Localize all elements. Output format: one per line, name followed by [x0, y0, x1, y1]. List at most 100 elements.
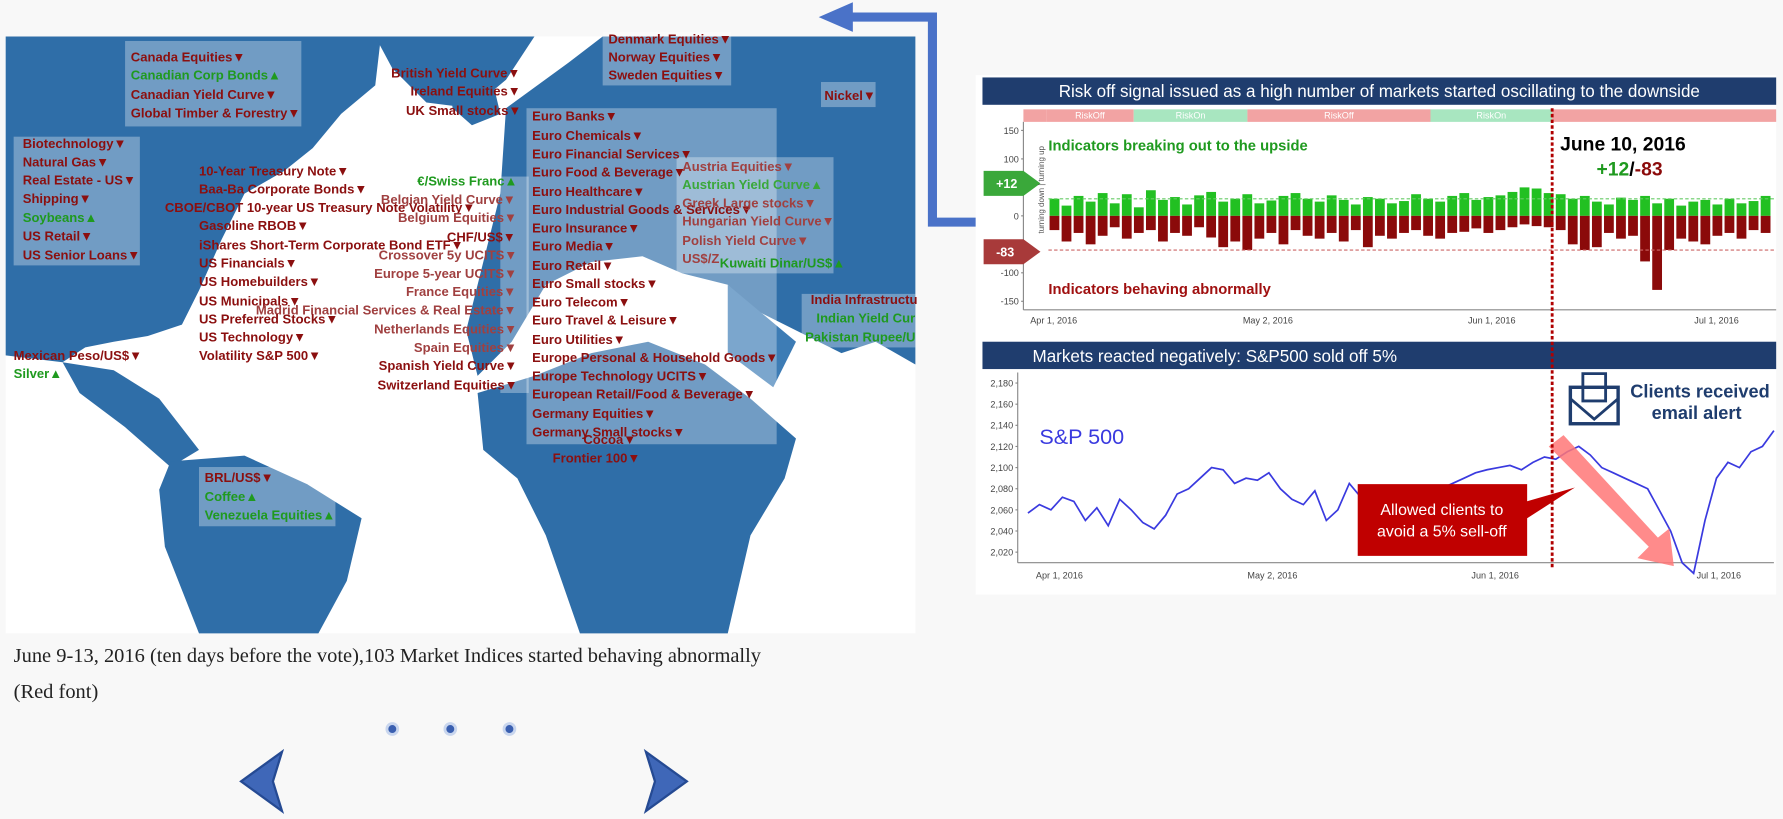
series-label: S&P 500	[1039, 424, 1124, 449]
chart-title: Markets reacted negatively: S&P500 sold …	[1033, 347, 1398, 366]
map-label: US Financials▼	[199, 256, 298, 271]
bar	[1555, 194, 1566, 216]
map-label: Sweden Equities▼	[608, 68, 725, 83]
alert-text: email alert	[1652, 403, 1742, 423]
map-label: Canadian Yield Curve▼	[131, 87, 278, 102]
map-label: Global Timber & Forestry▼	[131, 105, 301, 120]
map-label: US Preferred Stocks▼	[199, 311, 338, 326]
bar	[1579, 195, 1590, 216]
bar	[1182, 215, 1192, 236]
bar	[1375, 198, 1385, 216]
map-label: Pakistan Rupee/U	[805, 330, 915, 345]
alert-text: Clients received	[1630, 382, 1769, 402]
bar	[1085, 201, 1096, 216]
bar	[1447, 195, 1458, 216]
chart-header	[982, 77, 1777, 105]
bar	[1483, 215, 1494, 233]
regime-label: RiskOn	[1176, 110, 1206, 120]
map-label: US Municipals▼	[199, 293, 301, 308]
y-tick-label: 2,120	[990, 442, 1013, 452]
bar	[1411, 194, 1421, 216]
badge-label: +12	[996, 177, 1017, 191]
bar	[1399, 201, 1409, 216]
bar	[1254, 215, 1265, 239]
bar	[1591, 201, 1602, 216]
map-label: Natural Gas▼	[23, 154, 109, 169]
bar	[1230, 198, 1241, 216]
bar	[1664, 198, 1675, 216]
bar	[1712, 215, 1723, 236]
bar	[1616, 215, 1626, 239]
y-tick-label: 150	[1004, 126, 1019, 136]
map-label: Shipping▼	[23, 191, 92, 206]
map-label: BRL/US$▼	[205, 470, 274, 485]
bar	[1326, 195, 1337, 216]
y-tick-label: 2,060	[990, 505, 1013, 515]
next-arrow[interactable]	[643, 748, 689, 814]
bar	[1700, 215, 1711, 245]
bar	[1109, 203, 1120, 216]
map-label: Europe Technology UCITS▼	[532, 368, 709, 383]
bar	[1206, 191, 1217, 216]
bar	[1399, 215, 1409, 233]
bar	[1145, 215, 1156, 231]
bar	[1688, 201, 1699, 216]
map-label: Soybeans▲	[23, 210, 98, 225]
bar	[1652, 215, 1663, 290]
bar	[1543, 193, 1554, 216]
x-tick-label: Jul 1, 2016	[1694, 315, 1738, 325]
annotation: Indicators behaving abnormally	[1048, 282, 1271, 298]
map-label: Europe Personal & Household Goods▼	[532, 350, 778, 365]
bar	[1387, 203, 1397, 216]
map-label: Baa-Ba Corporate Bonds▼	[199, 182, 367, 197]
bar	[1218, 215, 1229, 248]
bar	[1459, 193, 1470, 216]
map-label: Norway Equities▼	[608, 50, 723, 65]
map-label: Euro Retail▼	[532, 258, 614, 273]
map-label: Ireland Equities▼	[410, 84, 520, 99]
map-label: Euro Food & Beverage▼	[532, 165, 686, 180]
side-label: turning down | turning up	[1037, 145, 1046, 233]
bar	[1085, 215, 1096, 245]
chart-title: Risk off signal issued as a high number …	[1059, 82, 1700, 101]
y-tick-label: -150	[1001, 297, 1019, 307]
bar	[1170, 215, 1180, 233]
regime-band	[1133, 109, 1248, 122]
caption: June 9-13, 2016 (ten days before the vot…	[14, 645, 762, 667]
bar	[1314, 201, 1325, 216]
callout-text: avoid a 5% sell-off	[1377, 523, 1507, 540]
map-label: Europe 5-year UCITS▼	[374, 266, 517, 281]
bar	[1760, 195, 1771, 216]
bar	[1604, 204, 1614, 216]
map-label: Belgium Equities▼	[398, 210, 517, 225]
caption: (Red font)	[14, 681, 99, 703]
bar	[1133, 215, 1144, 233]
y-tick-label: 2,080	[990, 484, 1013, 494]
bar	[1218, 201, 1229, 216]
bar	[1748, 201, 1759, 216]
y-tick-label: 2,160	[990, 400, 1013, 410]
bar	[1338, 215, 1349, 242]
map-label: Venezuela Equities▲	[205, 507, 336, 522]
bar	[1760, 215, 1771, 233]
bar	[1121, 194, 1132, 216]
map-label: Nickel▼	[824, 88, 875, 103]
map-label: Canada Equities▼	[131, 50, 246, 65]
map-label: iShares Short-Term Corporate Bond ETF▼	[199, 237, 464, 252]
map-label: Silver▲	[14, 366, 63, 381]
map-label: Kuwaiti Dinar/US$▲	[720, 256, 845, 271]
bar	[1061, 215, 1072, 242]
bar	[1531, 188, 1542, 216]
bar	[1266, 215, 1277, 233]
bar	[1375, 215, 1385, 236]
map-label: Euro Telecom▼	[532, 294, 630, 309]
y-tick-label: 2,020	[990, 548, 1013, 558]
map-label: Austria Equities▼	[682, 159, 794, 174]
prev-arrow[interactable]	[239, 748, 285, 814]
envelope-icon	[1568, 385, 1620, 426]
carousel-dots	[385, 722, 517, 736]
annotation-part: /	[1629, 158, 1635, 180]
bar	[1061, 205, 1072, 216]
map-label: US Retail▼	[23, 228, 93, 243]
bar	[1158, 215, 1168, 242]
